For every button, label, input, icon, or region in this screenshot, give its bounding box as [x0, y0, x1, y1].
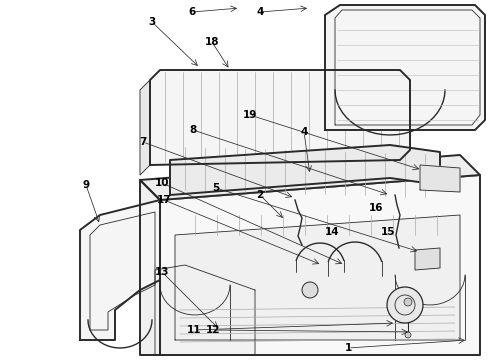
- Text: 6: 6: [188, 7, 196, 17]
- Text: 1: 1: [344, 343, 352, 353]
- Polygon shape: [140, 155, 480, 200]
- Text: 8: 8: [189, 125, 196, 135]
- Text: 10: 10: [155, 178, 169, 188]
- Polygon shape: [160, 175, 480, 355]
- Polygon shape: [140, 180, 160, 355]
- Text: 16: 16: [369, 203, 383, 213]
- Text: 17: 17: [157, 195, 172, 205]
- Text: 2: 2: [256, 190, 264, 200]
- Polygon shape: [80, 200, 160, 340]
- Polygon shape: [175, 215, 460, 340]
- Text: 4: 4: [256, 7, 264, 17]
- Text: 14: 14: [325, 227, 339, 237]
- Circle shape: [404, 298, 412, 306]
- Polygon shape: [325, 5, 485, 130]
- Text: 13: 13: [155, 267, 169, 277]
- Text: 4: 4: [300, 127, 308, 137]
- Text: 3: 3: [148, 17, 156, 27]
- Text: 18: 18: [205, 37, 219, 47]
- Circle shape: [387, 287, 423, 323]
- Polygon shape: [150, 70, 410, 165]
- Polygon shape: [170, 145, 440, 195]
- Text: 12: 12: [206, 325, 220, 335]
- Text: 9: 9: [82, 180, 90, 190]
- Polygon shape: [155, 265, 255, 355]
- Text: 19: 19: [243, 110, 257, 120]
- Text: 5: 5: [212, 183, 220, 193]
- Text: 15: 15: [381, 227, 395, 237]
- Circle shape: [302, 282, 318, 298]
- Polygon shape: [420, 165, 460, 192]
- Text: 7: 7: [139, 137, 147, 147]
- Polygon shape: [415, 248, 440, 270]
- Circle shape: [405, 332, 411, 338]
- Text: 11: 11: [187, 325, 201, 335]
- Polygon shape: [140, 80, 150, 175]
